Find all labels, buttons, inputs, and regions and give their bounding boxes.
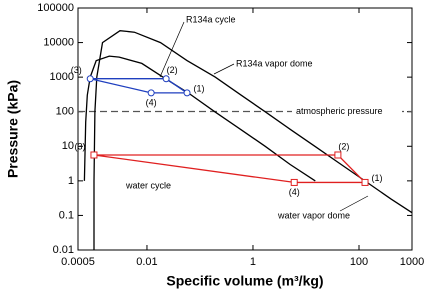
y-tick-label: 0.01 xyxy=(53,244,74,256)
x-tick-label: 100 xyxy=(350,256,368,268)
series-line xyxy=(93,30,413,250)
y-tick-label: 10 xyxy=(62,140,74,152)
y-tick-label: 1000 xyxy=(50,71,74,83)
leader-line xyxy=(159,21,185,78)
series-line xyxy=(83,55,316,182)
annotation: R134a vapor dome xyxy=(236,58,313,68)
point-label: (4) xyxy=(146,97,157,107)
x-tick-label: 0.0005 xyxy=(61,256,95,268)
point-marker xyxy=(334,151,342,159)
point-label: (2) xyxy=(167,65,178,75)
point-marker xyxy=(361,178,369,186)
point-marker xyxy=(183,89,191,97)
y-tick-label: 100 xyxy=(56,106,74,118)
y-axis-label: Pressure (kPa) xyxy=(5,80,21,178)
x-tick-label: 1000 xyxy=(400,256,424,268)
point-marker xyxy=(290,178,298,186)
x-axis-label: Specific volume (m³/kg) xyxy=(166,273,323,289)
x-tick-label: 1 xyxy=(250,256,256,268)
point-label: (1) xyxy=(372,173,383,183)
point-label: (4) xyxy=(289,187,300,197)
point-label: (1) xyxy=(194,83,205,93)
annotation: water cycle xyxy=(125,180,171,190)
point-label: (3) xyxy=(74,141,85,151)
y-tick-label: 10000 xyxy=(43,36,74,48)
y-tick-label: 100000 xyxy=(37,2,74,14)
point-label: (3) xyxy=(71,65,82,75)
label-bg xyxy=(292,105,402,118)
series-line xyxy=(90,78,188,94)
leader-line xyxy=(339,195,369,212)
point-marker xyxy=(86,75,94,83)
plot-frame xyxy=(77,7,413,251)
point-marker xyxy=(90,151,98,159)
annotation: atmospheric pressure xyxy=(296,106,383,116)
leader-line xyxy=(213,63,235,75)
annotation: water vapor dome xyxy=(277,210,350,220)
annotation: R134a cycle xyxy=(186,14,236,24)
point-marker xyxy=(162,75,170,83)
x-tick-label: 0.01 xyxy=(136,256,157,268)
series-line xyxy=(93,154,366,184)
y-tick-label: 0.1 xyxy=(59,209,74,221)
point-marker xyxy=(147,89,155,97)
y-tick-label: 1 xyxy=(68,175,74,187)
point-label: (2) xyxy=(338,141,349,151)
